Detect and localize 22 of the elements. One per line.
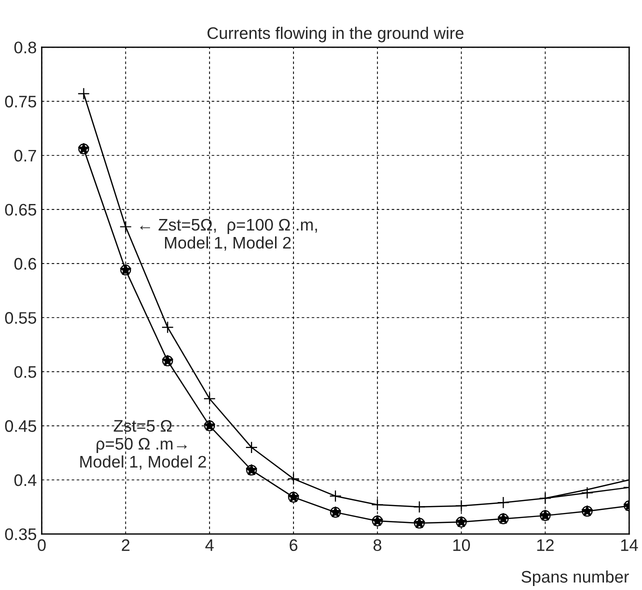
x-tick-label: 10 bbox=[453, 539, 470, 552]
y-tick-label: 0.35 bbox=[5, 528, 36, 540]
y-tick-label: 0.6 bbox=[14, 258, 36, 270]
annotation: ← Zst=5Ω, ρ=100 Ω .m, Model 1, Model 2 bbox=[140, 218, 317, 251]
y-tick-label: 0.55 bbox=[5, 312, 36, 324]
x-tick-label: 6 bbox=[290, 539, 298, 552]
x-tick-label: 4 bbox=[205, 539, 214, 551]
y-tick-label: 0.75 bbox=[5, 96, 36, 108]
annotation: Zst=5 Ω ρ=50 Ω .m→ Model 1, Model 2 bbox=[80, 420, 206, 470]
y-tick-label: 0.45 bbox=[5, 420, 36, 432]
x-tick-label: 12 bbox=[537, 539, 554, 551]
x-tick-label: 0 bbox=[38, 539, 46, 552]
x-axis-title: Spans number bbox=[522, 570, 629, 586]
y-tick-label: 0.7 bbox=[14, 150, 36, 162]
x-tick-label: 14 bbox=[621, 539, 638, 551]
chart-title: Currents flowing in the ground wire bbox=[208, 26, 464, 42]
x-tick-label: 8 bbox=[373, 539, 382, 552]
x-tick-label: 2 bbox=[122, 539, 130, 551]
y-tick-label: 0.4 bbox=[14, 474, 36, 486]
y-tick-label: 0.65 bbox=[5, 204, 36, 216]
y-tick-label: 0.8 bbox=[14, 42, 36, 54]
y-tick-label: 0.5 bbox=[14, 366, 36, 378]
